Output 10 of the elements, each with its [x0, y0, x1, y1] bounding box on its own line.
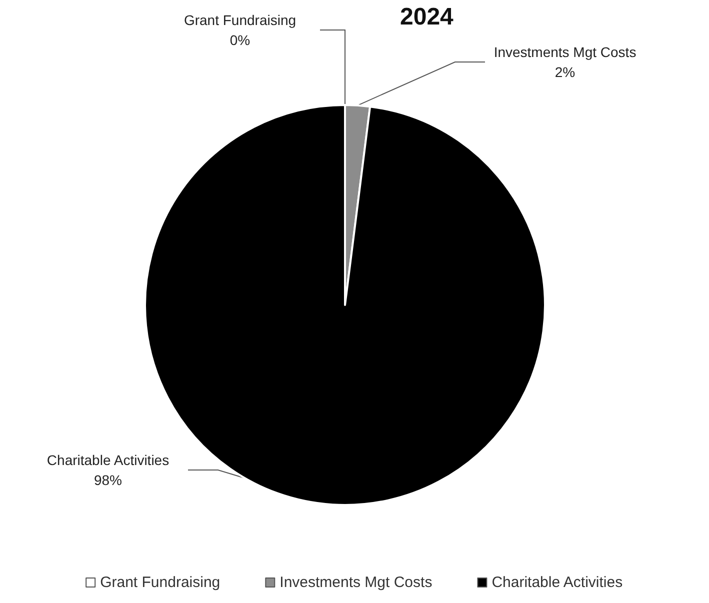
data-label: 98%	[94, 472, 122, 488]
category-label: Grant Fundraising	[184, 12, 296, 28]
legend-label: Charitable Activities	[492, 574, 623, 591]
chart-title: 2024	[400, 4, 454, 30]
data-label: 2%	[554, 64, 576, 80]
legend-label: Grant Fundraising	[100, 574, 220, 591]
text: 0%	[230, 32, 250, 48]
legend-label: Investments Mgt Costs	[280, 574, 432, 591]
slice-label: Charitable Activities	[46, 452, 170, 468]
slice-label: Investments Mgt Costs	[494, 44, 636, 60]
